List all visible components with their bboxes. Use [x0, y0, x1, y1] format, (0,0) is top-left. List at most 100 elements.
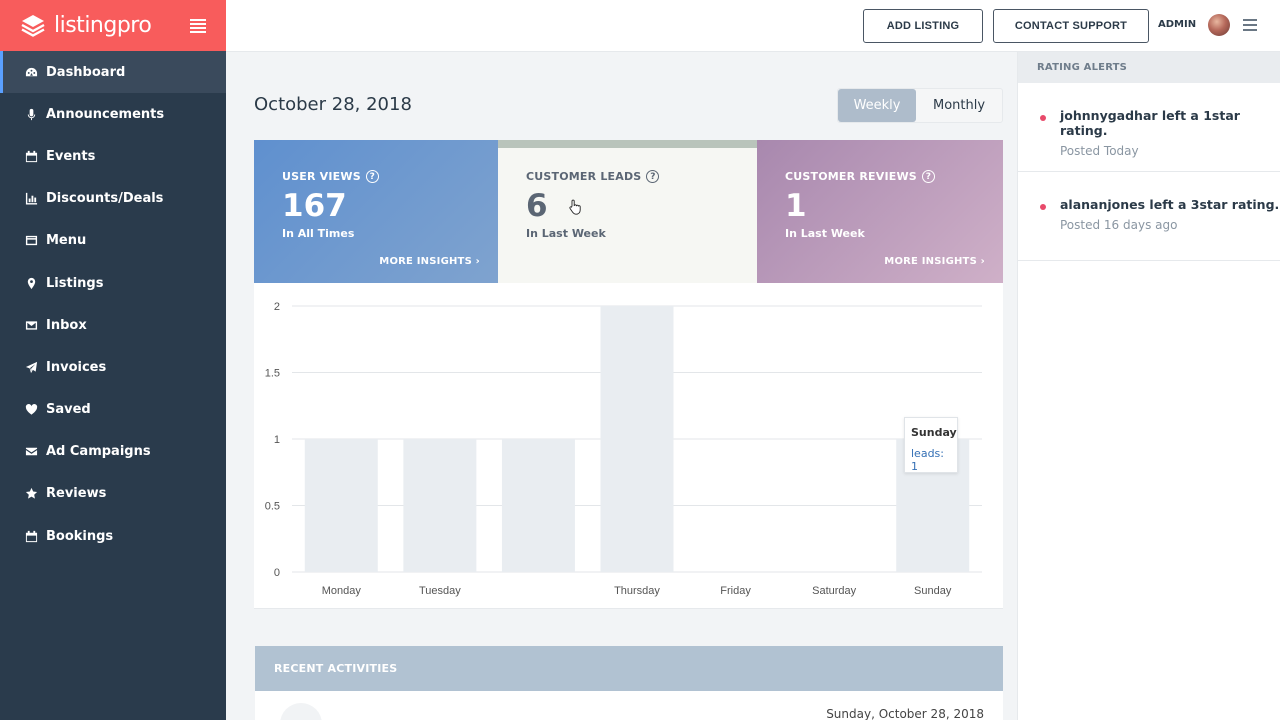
- alert-time: Posted 16 days ago: [1060, 218, 1178, 232]
- card-subtitle: In Last Week: [526, 227, 606, 240]
- tooltip-value: leads: 1: [911, 447, 944, 473]
- sidebar-item-label: Ad Campaigns: [46, 444, 151, 460]
- user-name-label[interactable]: ADMIN: [1158, 19, 1197, 30]
- sidebar-item-ad-campaigns[interactable]: Ad Campaigns: [0, 431, 226, 473]
- customer-reviews-card[interactable]: CUSTOMER REVIEWS ? 1 In Last Week MORE I…: [757, 140, 1003, 283]
- weekly-button[interactable]: Weekly: [838, 89, 917, 122]
- calendar-icon: [24, 149, 38, 163]
- chart-svg: 0 0.5 1 1.5 2 Monday Tuesday Thursday Friday Satu…: [265, 301, 982, 597]
- sidebar-item-label: Listings: [46, 275, 104, 291]
- hand-cursor-icon: [569, 199, 581, 215]
- y-tick-label: 0: [274, 567, 280, 579]
- bar-chart-icon: [24, 192, 38, 206]
- dashboard-icon: [24, 65, 38, 79]
- sidebar-item-inbox[interactable]: Inbox: [0, 304, 226, 346]
- chart-tooltip: Sunday leads: 1: [904, 417, 958, 473]
- brand-name: listingpro: [54, 13, 152, 38]
- brand-logo-link[interactable]: listingpro: [20, 13, 152, 39]
- contact-support-button[interactable]: CONTACT SUPPORT: [993, 9, 1149, 43]
- paper-plane-icon: [24, 360, 38, 374]
- card-value: 167: [282, 188, 347, 224]
- heart-icon: [24, 403, 38, 417]
- rating-alerts-panel: RATING ALERTS johnnygadhar left a 1star …: [1017, 52, 1280, 720]
- x-tick-label: Monday: [322, 585, 362, 597]
- chevron-right-icon: ›: [980, 256, 985, 267]
- alert-item[interactable]: johnnygadhar left a 1star rating. Posted…: [1018, 83, 1280, 172]
- alert-item[interactable]: alananjones left a 3star rating. Posted …: [1018, 172, 1280, 261]
- more-insights-label: MORE INSIGHTS: [379, 256, 472, 267]
- card-icon: [24, 234, 38, 248]
- sidebar-item-label: Dashboard: [46, 64, 126, 80]
- sidebar: listingpro Dashboard Announcements Event…: [0, 0, 226, 720]
- calendar-icon: [24, 529, 38, 543]
- sidebar-item-label: Invoices: [46, 359, 107, 375]
- customer-leads-card[interactable]: CUSTOMER LEADS ? 6 In Last Week: [498, 140, 757, 283]
- y-tick-label: 1: [274, 434, 280, 446]
- sidebar-item-saved[interactable]: Saved: [0, 389, 226, 431]
- sidebar-item-label: Menu: [46, 233, 87, 249]
- sidebar-item-menu[interactable]: Menu: [0, 220, 226, 262]
- envelope-fill-icon: [24, 445, 38, 459]
- sidebar-item-label: Bookings: [46, 528, 114, 544]
- more-insights-link[interactable]: MORE INSIGHTS ›: [379, 256, 480, 267]
- sidebar-item-label: Announcements: [46, 106, 165, 122]
- sidebar-item-discounts[interactable]: Discounts/Deals: [0, 178, 226, 220]
- sidebar-nav: Dashboard Announcements Events Discounts…: [0, 51, 226, 557]
- chart-bar: [501, 439, 575, 572]
- stack-logo-icon: [21, 14, 45, 37]
- sidebar-item-announcements[interactable]: Announcements: [0, 93, 226, 135]
- x-tick-label: Tuesday: [419, 585, 461, 597]
- sidebar-item-listings[interactable]: Listings: [0, 262, 226, 304]
- x-tick-label: Thursday: [614, 585, 660, 597]
- sidebar-item-events[interactable]: Events: [0, 135, 226, 177]
- microphone-icon: [24, 107, 38, 121]
- menu-icon[interactable]: [1243, 19, 1257, 31]
- sidebar-item-invoices[interactable]: Invoices: [0, 346, 226, 388]
- alert-text: johnnygadhar left a 1star rating.: [1060, 108, 1240, 138]
- alert-dot-icon: [1040, 204, 1046, 210]
- chart-bar: [600, 306, 674, 572]
- more-insights-label: MORE INSIGHTS: [884, 256, 977, 267]
- sidebar-item-reviews[interactable]: Reviews: [0, 473, 226, 515]
- x-tick-label: Friday: [720, 585, 751, 597]
- y-tick-label: 0.5: [265, 501, 280, 513]
- recent-activities-body: Sunday, October 28, 2018: [255, 691, 1003, 720]
- sidebar-item-label: Reviews: [46, 486, 107, 502]
- monthly-button[interactable]: Monthly: [932, 98, 986, 113]
- user-views-card[interactable]: USER VIEWS ? 167 In All Times MORE INSIG…: [254, 140, 498, 283]
- recent-activities-header: RECENT ACTIVITIES: [255, 646, 1003, 691]
- card-subtitle: In All Times: [282, 227, 355, 240]
- help-icon[interactable]: ?: [921, 170, 935, 183]
- x-tick-label: Saturday: [812, 585, 857, 597]
- add-listing-button[interactable]: ADD LISTING: [863, 9, 983, 43]
- y-tick-label: 2: [274, 301, 280, 313]
- sidebar-toggle-icon[interactable]: [190, 18, 206, 33]
- card-title: CUSTOMER REVIEWS ?: [785, 170, 975, 183]
- more-insights-link[interactable]: MORE INSIGHTS ›: [884, 256, 985, 267]
- help-icon[interactable]: ?: [646, 170, 660, 183]
- sidebar-item-label: Saved: [46, 402, 91, 418]
- activity-date: Sunday, October 28, 2018: [826, 707, 984, 720]
- alert-dot-icon: [1040, 115, 1046, 121]
- avatar[interactable]: [1208, 14, 1230, 36]
- card-subtitle: In Last Week: [785, 227, 865, 240]
- card-title: CUSTOMER LEADS ?: [526, 170, 729, 183]
- activity-avatar: [280, 703, 322, 720]
- chart-bar: [403, 439, 477, 572]
- page-title: October 28, 2018: [254, 94, 412, 115]
- chart-bar: [304, 439, 378, 572]
- card-title-text: CUSTOMER REVIEWS: [785, 170, 917, 183]
- brand-bar: listingpro: [0, 0, 226, 51]
- sidebar-item-label: Events: [46, 148, 96, 164]
- card-title-text: CUSTOMER LEADS: [526, 170, 642, 183]
- envelope-icon: [24, 318, 38, 332]
- stats-cards: USER VIEWS ? 167 In All Times MORE INSIG…: [254, 140, 1003, 283]
- top-header: ADD LISTING CONTACT SUPPORT ADMIN: [226, 0, 1280, 52]
- sidebar-item-bookings[interactable]: Bookings: [0, 515, 226, 557]
- alert-time: Posted Today: [1060, 144, 1139, 158]
- sidebar-item-dashboard[interactable]: Dashboard: [0, 51, 226, 94]
- map-pin-icon: [24, 276, 38, 290]
- card-value: 6: [526, 188, 548, 224]
- help-icon[interactable]: ?: [365, 170, 379, 183]
- card-title-text: USER VIEWS: [282, 170, 361, 183]
